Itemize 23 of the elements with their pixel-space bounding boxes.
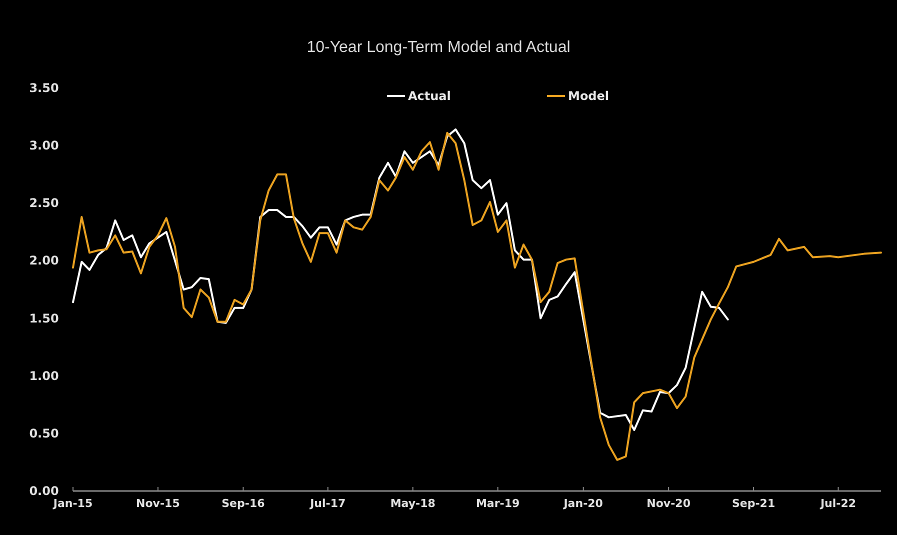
x-tick-label: Jul-17 [309, 497, 346, 510]
chart-title: 10-Year Long-Term Model and Actual [306, 39, 570, 56]
x-tick-label: Sep-21 [732, 497, 776, 510]
y-tick-label: 3.50 [29, 81, 59, 95]
x-tick-label: Mar-19 [476, 497, 520, 510]
x-tick-label: Nov-15 [136, 497, 180, 510]
y-tick-label: 0.50 [29, 426, 59, 440]
y-tick-label: 2.50 [29, 196, 59, 210]
y-tick-label: 2.00 [29, 254, 59, 268]
x-tick-label: Nov-20 [646, 497, 691, 510]
line-series [72, 132, 882, 461]
x-tick-label: Jan-20 [562, 497, 604, 510]
line-series [72, 128, 729, 431]
y-tick-label: 1.00 [29, 368, 59, 383]
y-tick-label: 3.00 [29, 138, 59, 153]
y-tick-label: 1.50 [29, 311, 59, 326]
x-tick-label: May-18 [390, 497, 436, 510]
y-tick-label: 0.00 [29, 484, 59, 498]
x-tick-label: Jul-22 [819, 497, 856, 510]
x-tick-label: Jan-15 [52, 497, 93, 510]
legend-label: Actual [408, 89, 451, 103]
x-tick-label: Sep-16 [222, 497, 266, 510]
legend-label: Model [568, 89, 610, 103]
